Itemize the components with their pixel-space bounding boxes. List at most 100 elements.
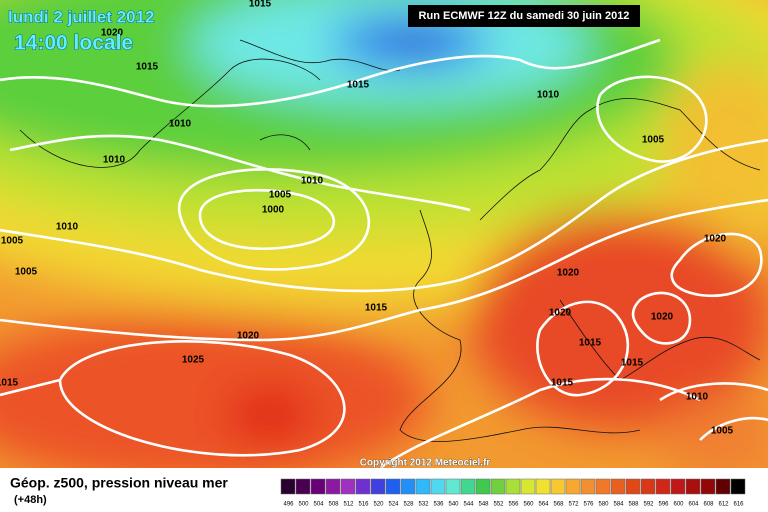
scale-swatch: [535, 478, 551, 495]
isobar-label: 1020: [704, 234, 727, 245]
scale-swatch: [505, 478, 521, 495]
isobar-label: 1020: [101, 28, 124, 39]
run-info: Run ECMWF 12Z du samedi 30 juin 2012: [419, 10, 630, 22]
isobar-label: 1005: [1, 236, 24, 247]
scale-swatch: [475, 478, 491, 495]
isobar-label: 1010: [169, 119, 192, 130]
scale-label: 512: [343, 502, 354, 508]
isobar-label: 1005: [642, 135, 665, 146]
isobar-label: 1015: [136, 62, 159, 73]
scale-label: 520: [373, 502, 384, 508]
scale-label: 508: [328, 502, 339, 508]
isobar-label: 1015: [0, 378, 19, 389]
field: 1015 1020 1015 1015 1010 1010 1010 1005 1010 1005…: [0, 0, 768, 468]
scale-label: 608: [703, 502, 714, 508]
scale-label: 516: [358, 502, 369, 508]
isobar-label: 1005: [269, 190, 292, 201]
scale-label: 596: [658, 502, 669, 508]
scale-label: 576: [583, 502, 594, 508]
scale-swatch: [385, 478, 401, 495]
scale-label: 592: [643, 502, 654, 508]
scale-swatch: [490, 478, 506, 495]
scale-label: 532: [418, 502, 429, 508]
isobar-label: 1010: [537, 90, 560, 101]
scale-swatch: [610, 478, 626, 495]
scale-label: 584: [613, 502, 624, 508]
scale-swatch: [550, 478, 566, 495]
scale-swatch: [685, 478, 701, 495]
isobars: [0, 38, 768, 468]
scale-label: 528: [403, 502, 414, 508]
scale-label: 560: [523, 502, 534, 508]
scale-label: 600: [673, 502, 684, 508]
scale-label: 536: [433, 502, 444, 508]
scale-swatch: [520, 478, 536, 495]
scale-swatch: [445, 478, 461, 495]
scale-swatch: [730, 478, 746, 495]
scale-swatch: [355, 478, 371, 495]
isobar-label: 1010: [103, 155, 126, 166]
scale-label: 556: [508, 502, 519, 508]
scale-swatch: [280, 478, 296, 495]
isobar-label: 1015: [249, 0, 272, 10]
scale-swatch: [715, 478, 731, 495]
isobar-label: 1000: [262, 205, 285, 216]
isobar-label: 1015: [579, 338, 602, 349]
scale-label: 572: [568, 502, 579, 508]
scale-swatch: [370, 478, 386, 495]
isobar-label: 1025: [182, 355, 205, 366]
scale-swatch: [325, 478, 341, 495]
scale-label: 524: [388, 502, 399, 508]
scale-swatch: [655, 478, 671, 495]
scale-swatch: [700, 478, 716, 495]
scale-swatch: [310, 478, 326, 495]
isobar-label: 1005: [15, 267, 38, 278]
scale-swatch: [400, 478, 416, 495]
scale-label: 540: [448, 502, 459, 508]
scale-label: 500: [298, 502, 309, 508]
scale-swatch: [430, 478, 446, 495]
scale-swatch: [640, 478, 656, 495]
scale-swatch: [565, 478, 581, 495]
isobar-label: 1010: [56, 222, 79, 233]
isobar-label: 1015: [365, 303, 388, 314]
isobar-label: 1010: [686, 392, 709, 403]
scale-swatch: [340, 478, 356, 495]
scale-label: 616: [733, 502, 744, 508]
copyright: Copyright 2012 Meteociel.fr: [360, 458, 491, 469]
isobar-label: 1010: [301, 176, 324, 187]
isobar-label: 1015: [621, 358, 644, 369]
isobar-label: 1020: [549, 308, 572, 319]
lead-time: (+48h): [14, 494, 47, 506]
scale-label: 612: [718, 502, 729, 508]
scale-swatch: [580, 478, 596, 495]
scale-label: 552: [493, 502, 504, 508]
scale-swatch: [415, 478, 431, 495]
scale-label: 564: [538, 502, 549, 508]
isobar-label: 1015: [551, 378, 574, 389]
scale-label: 580: [598, 502, 609, 508]
scale-swatch: [295, 478, 311, 495]
legend-title: Géop. z500, pression niveau mer: [10, 475, 228, 491]
scale-label: 496: [283, 502, 294, 508]
time: 14:00 locale: [14, 32, 133, 55]
scale-label: 548: [478, 502, 489, 508]
color-scale: 496 500 504 508 512 516 520 524 528 532 536 540 544 5…: [280, 478, 746, 508]
scale-swatch: [595, 478, 611, 495]
run-box: [408, 5, 640, 27]
scale-label: 604: [688, 502, 699, 508]
isobar-label: 1015: [347, 80, 370, 91]
scale-label: 544: [463, 502, 474, 508]
isobar-label: 1005: [711, 426, 734, 437]
scale-swatch: [460, 478, 476, 495]
isobar-labels: 1015 1020 1015 1015 1010 1010 1010 1005 1010 1005…: [0, 0, 734, 437]
scale-swatch: [670, 478, 686, 495]
date: lundi 2 juillet 2012: [8, 7, 154, 26]
scale-swatch: [625, 478, 641, 495]
isobar-label: 1020: [557, 268, 580, 279]
isobar-label: 1020: [651, 312, 674, 323]
scale-label: 568: [553, 502, 564, 508]
isobar-label: 1020: [237, 331, 260, 342]
